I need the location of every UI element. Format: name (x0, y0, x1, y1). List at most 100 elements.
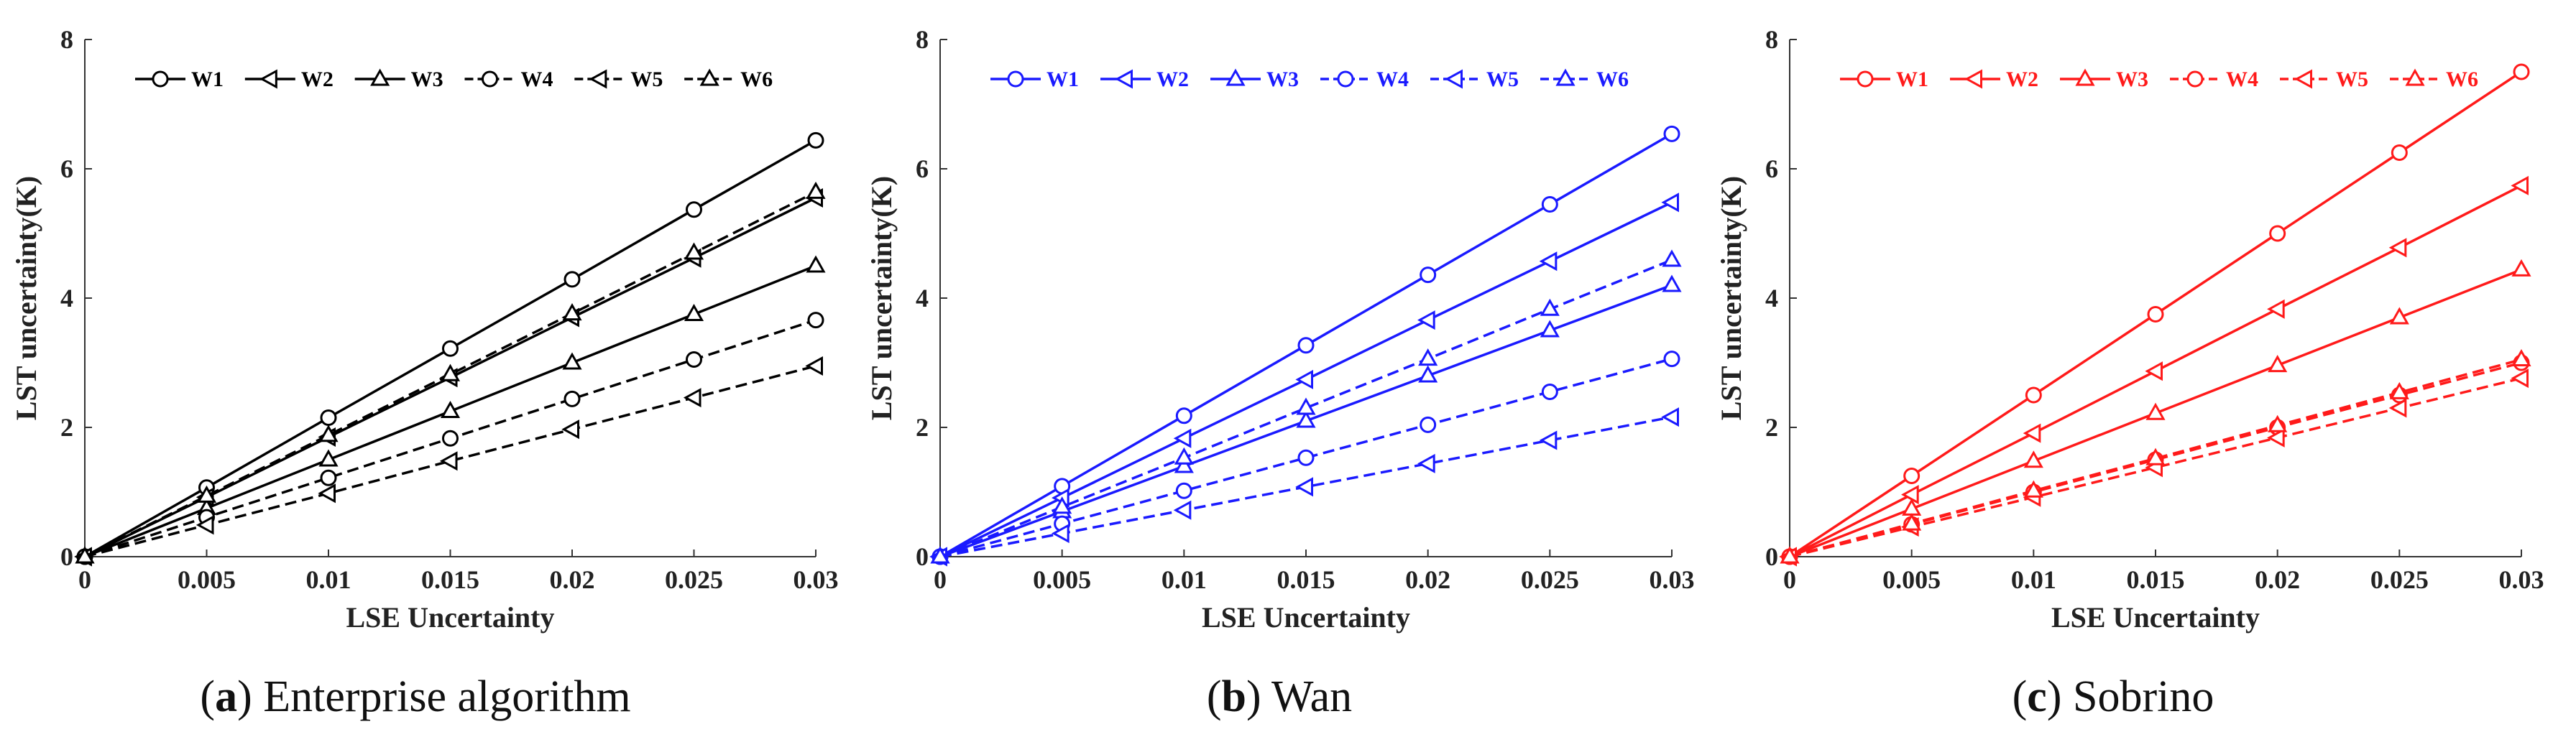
data-point (2269, 225, 2286, 242)
legend: W1 W2 W3 W4 W5 W6 (1840, 68, 2478, 91)
data-point (318, 483, 336, 504)
legend-marker (589, 69, 607, 89)
series-w3 (1780, 259, 2531, 564)
data-point (1296, 397, 1316, 415)
caption-text: Enterprise algorithm (263, 672, 630, 721)
data-point (196, 485, 217, 503)
caption-letter: c (2027, 672, 2047, 721)
data-point (2267, 299, 2285, 319)
data-point (442, 430, 459, 447)
data-point (1780, 546, 1800, 564)
y-tick-label: 6 (1765, 154, 1778, 183)
legend-marker (2075, 68, 2095, 86)
chart-panel-a: 0 0.005 0.01 0.015 0.02 0.025 0.03 0 2 4 6 8 LSE Unc… (10, 25, 839, 721)
data-point (1420, 266, 1437, 284)
data-point (440, 400, 461, 418)
x-axis-label: LSE Uncertainty (2051, 601, 2260, 634)
y-tick-label: 2 (60, 413, 73, 442)
chart-panel-c: 0 0.005 0.01 0.015 0.02 0.025 0.03 0 2 4 6 8 LSE Unc… (1715, 25, 2544, 721)
data-point (75, 546, 95, 564)
legend-label: W6 (740, 68, 773, 91)
x-tick-label: 0.025 (1521, 565, 1579, 594)
data-point (1541, 196, 1558, 213)
x-tick-label: 0.02 (550, 565, 595, 594)
data-point (1174, 447, 1194, 465)
data-point (2388, 398, 2407, 418)
panel-caption: (b) Wan (1207, 672, 1352, 721)
y-axis-label: LST uncertainty(K) (1715, 176, 1747, 420)
data-point (1173, 428, 1192, 448)
series-w1 (1781, 63, 2530, 565)
y-axis-label: LST uncertainty(K) (10, 176, 42, 420)
caption-text: Wan (1271, 672, 1352, 721)
caption-letter: b (1222, 672, 1246, 721)
data-point (2388, 238, 2407, 258)
data-point (1417, 310, 1435, 330)
data-point (1417, 453, 1435, 473)
data-point (2389, 307, 2409, 325)
data-point (2023, 423, 2041, 443)
x-tick-label: 0.01 (2011, 565, 2056, 594)
series-w1 (76, 131, 824, 565)
series-w6 (1780, 348, 2531, 564)
caption-open-paren: ( (1207, 672, 1222, 721)
legend-marker (699, 68, 719, 86)
data-point (1539, 430, 1558, 450)
data-point (2025, 386, 2042, 404)
data-point (1420, 416, 1437, 433)
data-point (2391, 144, 2408, 161)
legend-item-w2: W2 (1950, 68, 2038, 91)
data-point (1661, 193, 1679, 213)
legend-label: W3 (1266, 68, 1299, 91)
legend-marker (152, 70, 169, 88)
y-tick-label: 8 (1765, 25, 1778, 54)
panel-caption: (a) Enterprise algorithm (200, 672, 630, 721)
y-tick-label: 4 (1765, 284, 1778, 312)
data-point (1297, 337, 1315, 354)
legend-marker (1857, 70, 1874, 88)
legend-marker (2405, 68, 2425, 86)
legend-marker (1007, 70, 1024, 88)
legend-label: W4 (2226, 68, 2258, 91)
legend-item-w2: W2 (1100, 68, 1189, 91)
legend-label: W1 (1046, 68, 1079, 91)
legend-item-w5: W5 (1430, 68, 1519, 91)
x-tick-label: 0.03 (1650, 565, 1695, 594)
legend-marker (1115, 69, 1133, 89)
y-tick-label: 2 (916, 413, 929, 442)
legend-item-w4: W4 (2170, 68, 2258, 91)
legend-item-w4: W4 (1320, 68, 1409, 91)
y-tick-label: 8 (916, 25, 929, 54)
legend: W1 W2 W3 W4 W5 W6 (135, 68, 773, 91)
data-point (562, 303, 582, 321)
legend-marker (370, 68, 390, 86)
data-point (564, 390, 581, 407)
data-point (2268, 414, 2288, 432)
legend-label: W3 (411, 68, 443, 91)
y-tick-label: 2 (1765, 413, 1778, 442)
data-point (1175, 482, 1192, 499)
data-point (1052, 524, 1070, 544)
x-tick-label: 0.015 (1277, 565, 1335, 594)
data-point (564, 271, 581, 288)
data-point (683, 388, 702, 408)
x-tick-label: 0.01 (306, 565, 351, 594)
legend-label: W4 (521, 68, 553, 91)
legend-item-w1: W1 (990, 68, 1079, 91)
data-point (562, 352, 582, 370)
caption-letter: a (215, 672, 237, 721)
series-w1 (932, 125, 1680, 565)
legend-item-w6: W6 (1540, 68, 1629, 91)
legend-marker (1337, 70, 1354, 88)
x-tick-label: 0 (78, 565, 91, 594)
x-axis-label: LSE Uncertainty (1202, 601, 1410, 634)
x-tick-label: 0.005 (1882, 565, 1941, 594)
y-tick-label: 0 (916, 542, 929, 571)
legend-marker (1555, 68, 1576, 86)
x-tick-label: 0.005 (1033, 565, 1091, 594)
data-point (2511, 175, 2529, 195)
y-tick-label: 4 (916, 284, 929, 312)
legend-marker (259, 69, 277, 89)
legend-marker (1964, 69, 1982, 89)
legend-label: W3 (2116, 68, 2148, 91)
